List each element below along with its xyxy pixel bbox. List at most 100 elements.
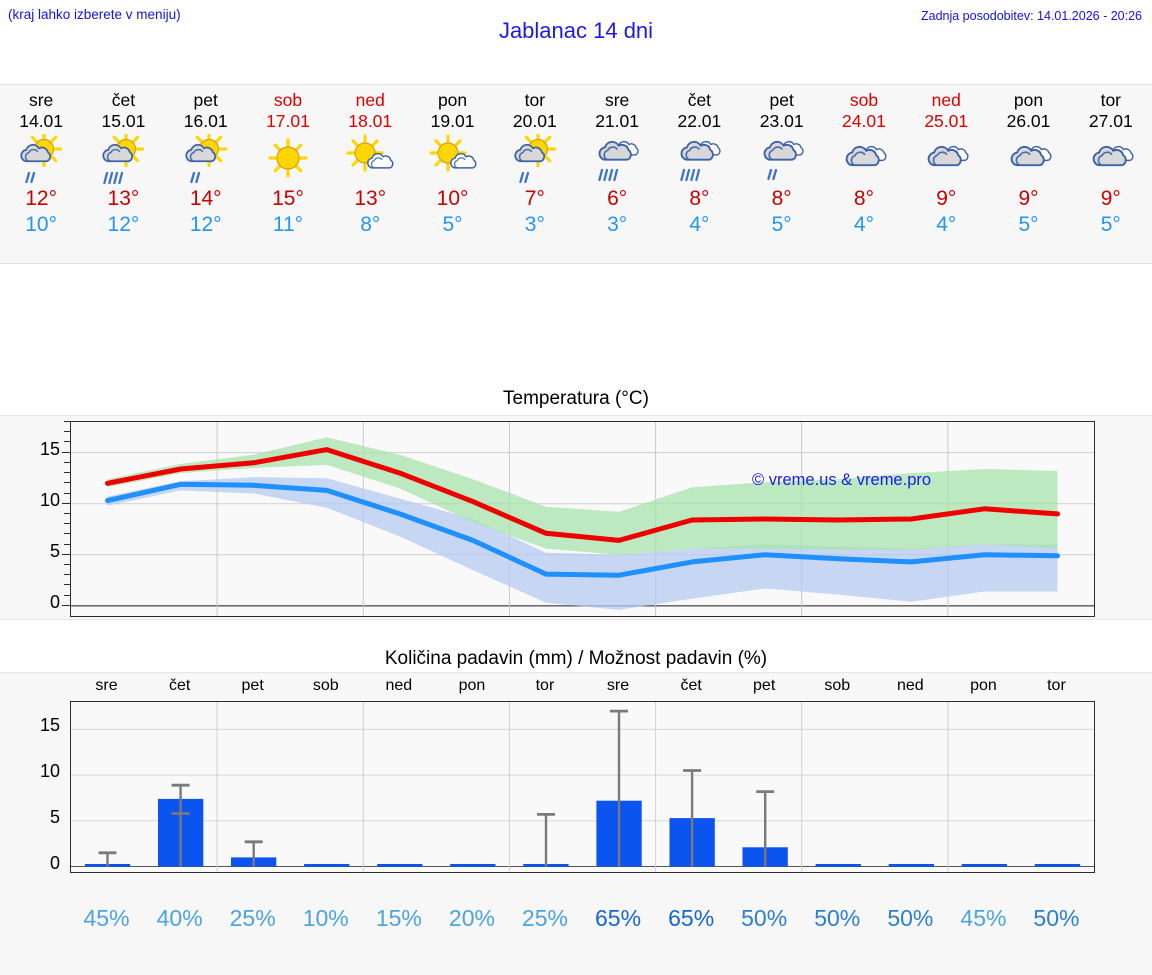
forecast-day-9[interactable]: čet 22.01 8° 4°	[658, 85, 740, 263]
precip-col-label: ned	[385, 677, 413, 694]
forecast-day-6[interactable]: pon 19.01 10° 5°	[411, 85, 493, 263]
cloud-icon	[913, 134, 979, 184]
day-of-week: ned	[355, 90, 385, 110]
day-of-week: pon	[1013, 90, 1044, 110]
temperature-chart-title: Temperatura (°C)	[503, 388, 649, 409]
precip-probability: 65%	[668, 905, 715, 931]
y-axis-tick	[64, 523, 70, 525]
y-axis-tick	[64, 461, 70, 463]
forecast-day-13[interactable]: pon 26.01 9° 5°	[987, 85, 1069, 263]
temp-min: 5°	[1018, 213, 1039, 236]
day-of-week: pet	[193, 90, 218, 110]
precip-col-label: čet	[168, 677, 191, 694]
precip-probability: 25%	[229, 905, 276, 931]
day-date: 19.01	[430, 111, 475, 131]
forecast-day-14[interactable]: tor 27.01 9° 5°	[1070, 85, 1152, 263]
precip-col-label: pet	[753, 677, 776, 694]
temp-max: 14°	[189, 187, 222, 210]
forecast-day-10[interactable]: pet 23.01 8° 5°	[741, 85, 823, 263]
temp-max: 13°	[354, 187, 387, 210]
precip-col-label: sre	[95, 677, 118, 694]
y-axis-tick	[64, 431, 70, 433]
precip-probability: 50%	[887, 905, 934, 931]
day-date: 25.01	[924, 111, 969, 131]
y-axis-tick	[64, 543, 70, 545]
temp-max: 15°	[272, 187, 304, 210]
day-of-week: sob	[273, 90, 303, 110]
sun-cloud-light-rain-icon	[173, 134, 239, 184]
temp-max: 10°	[436, 187, 469, 210]
y-axis-tick	[62, 502, 70, 504]
precipitation-bar	[450, 864, 496, 867]
forecast-day-7[interactable]: tor 20.01 7° 3°	[494, 85, 576, 263]
sun-cloud-light-rain-icon	[502, 134, 568, 184]
day-date: 18.01	[348, 111, 393, 131]
precip-probability: 50%	[741, 905, 788, 931]
cloud-icon	[831, 134, 897, 184]
temp-min: 5°	[1100, 213, 1121, 236]
y-axis-tick	[64, 482, 70, 484]
precipitation-y-tick: 0	[49, 852, 60, 873]
precip-probability: 25%	[521, 905, 568, 931]
precip-probability: 45%	[960, 905, 1007, 931]
y-axis-tick	[64, 574, 70, 576]
temp-min: 4°	[689, 213, 710, 236]
forecast-day-3[interactable]: pet 16.01 14° 12°	[165, 85, 247, 263]
sun-cloud-light-rain-icon	[8, 134, 74, 184]
day-of-week: pon	[437, 90, 468, 110]
precipitation-bar	[961, 864, 1007, 867]
precip-col-label: sob	[312, 677, 339, 694]
temperature-y-tick: 15	[39, 438, 60, 459]
precip-col-label: sob	[824, 677, 851, 694]
day-of-week: pet	[769, 90, 794, 110]
temp-max: 9°	[1100, 187, 1121, 210]
temp-max: 12°	[25, 187, 58, 210]
precip-probability: 45%	[83, 905, 130, 931]
temp-max: 9°	[936, 187, 957, 210]
sun-cloud-rain-icon	[90, 134, 156, 184]
precip-probability: 40%	[156, 905, 203, 931]
daily-forecast-strip: sre 14.01 12° 10° čet 15.01 13° 12° pet 16.01 1…	[0, 84, 1152, 264]
precipitation-y-tick: 10	[39, 761, 60, 782]
precipitation-plot-area	[70, 701, 1095, 873]
day-date: 17.01	[266, 111, 310, 131]
precip-probability: 50%	[814, 905, 861, 931]
forecast-day-8[interactable]: sre 21.01 6° 3°	[576, 85, 658, 263]
temp-min: 12°	[107, 213, 140, 236]
day-date: 21.01	[595, 111, 639, 131]
y-axis-tick	[64, 594, 70, 596]
day-of-week: sob	[849, 90, 879, 110]
temp-min: 8°	[360, 213, 381, 236]
y-axis-tick	[64, 441, 70, 443]
sun-small-cloud-icon	[420, 134, 486, 184]
precip-col-label: pet	[241, 677, 264, 694]
temperature-chart-panel: 0 5 10 15 © vreme.us & vreme.pro	[0, 415, 1152, 620]
cloud-light-rain-icon	[749, 134, 815, 184]
precipitation-bar	[888, 864, 934, 867]
day-date: 15.01	[101, 111, 146, 131]
precip-col-label: pon	[970, 677, 997, 694]
forecast-day-2[interactable]: čet 15.01 13° 12°	[82, 85, 164, 263]
y-axis-tick	[64, 584, 70, 586]
page-header: (kraj lahko izberete v meniju) Jablanac …	[0, 0, 1152, 62]
day-of-week: tor	[524, 90, 546, 110]
precip-col-label: čet	[680, 677, 702, 694]
forecast-day-11[interactable]: sob 24.01 8° 4°	[823, 85, 905, 263]
day-date: 16.01	[183, 111, 228, 131]
forecast-day-4[interactable]: sob 17.01 15° 11°	[247, 85, 329, 263]
forecast-day-5[interactable]: ned 18.01 13° 8°	[329, 85, 411, 263]
day-of-week: ned	[931, 90, 961, 110]
forecast-day-1[interactable]: sre 14.01 12° 10°	[0, 85, 82, 263]
cloud-rain-icon	[584, 134, 650, 184]
temp-min: 10°	[25, 213, 58, 236]
location-menu-hint[interactable]: (kraj lahko izberete v meniju)	[8, 7, 181, 22]
forecast-day-12[interactable]: ned 25.01 9° 4°	[905, 85, 987, 263]
temp-min: 11°	[272, 213, 304, 236]
temperature-plot-area	[70, 421, 1095, 617]
day-of-week: sre	[28, 90, 54, 110]
temp-max: 8°	[771, 187, 792, 210]
y-axis-tick	[62, 604, 70, 606]
temp-max: 13°	[107, 187, 140, 210]
day-of-week: sre	[604, 90, 630, 110]
